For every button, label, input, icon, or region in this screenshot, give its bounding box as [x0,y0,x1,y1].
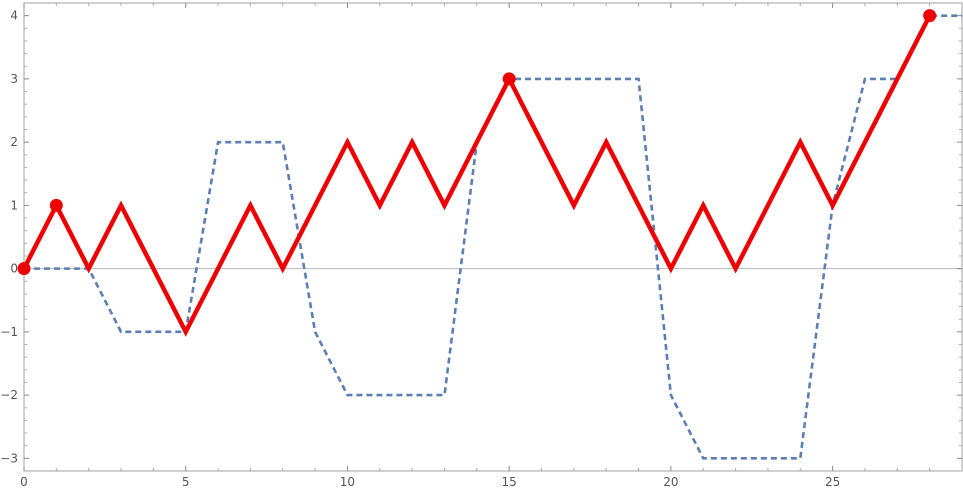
record-marker [49,198,63,212]
series-line-solid [21,14,932,337]
y-tick-label: −3 [0,451,18,465]
x-tick-label: 25 [825,475,840,489]
y-tick-label: 4 [10,9,18,23]
x-tick-label: 15 [502,475,517,489]
y-tick-label: 3 [10,72,18,86]
x-tick-label: 20 [663,475,678,489]
y-tick-label: −2 [0,388,18,402]
y-tick-label: 0 [10,262,18,276]
axes: 0 5 10 15 20 25 −3 −2 −1 0 1 2 3 4 [0,3,963,489]
record-marker [17,262,31,276]
plot-frame [23,2,963,472]
y-tick-label: −1 [0,325,18,339]
x-tick-label: 10 [340,475,355,489]
plot-border [23,2,963,472]
series-layer [21,14,962,460]
x-tick-label: 5 [182,475,190,489]
record-marker [502,72,516,86]
record-marker [923,9,937,23]
y-tick-label: 1 [10,198,18,212]
x-tick-label: 0 [20,475,28,489]
series-line-dashed [24,14,962,460]
y-tick-label: 2 [10,135,18,149]
markers-layer [17,9,937,276]
